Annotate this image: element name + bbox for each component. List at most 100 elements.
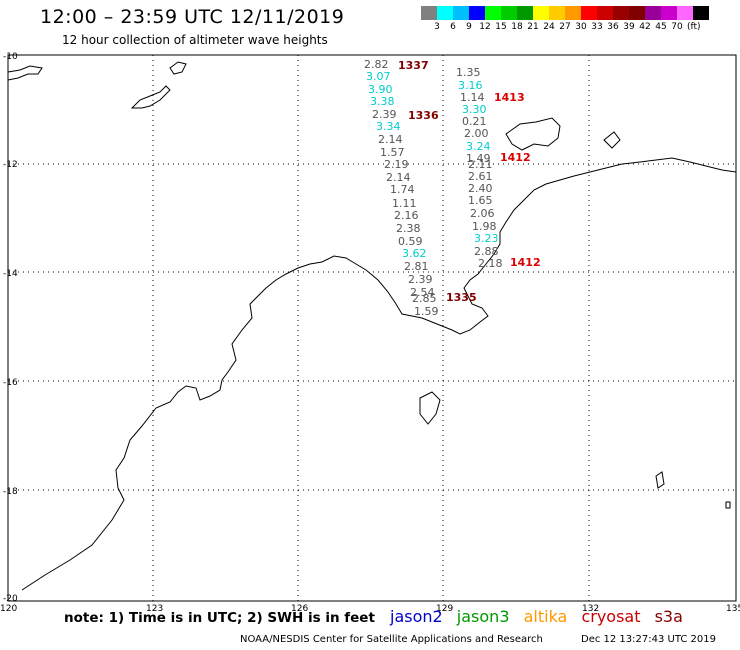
satellite-legend: jason2 jason3 altika cryosat s3a — [390, 607, 692, 626]
footnote: note: 1) Time is in UTC; 2) SWH is in fe… — [64, 610, 375, 626]
colorbar-swatch — [677, 6, 693, 20]
colorbar-label: 33 — [591, 22, 603, 32]
colorbar-label: 70 — [671, 22, 683, 32]
colorbar-label: 45 — [655, 22, 667, 32]
swh-value: 2.18 — [478, 257, 503, 270]
swh-value: 1.65 — [468, 194, 493, 207]
swh-value: 2.85 — [412, 292, 437, 305]
lat-label: -18 — [3, 487, 18, 497]
colorbar-label: 21 — [527, 22, 539, 32]
satellite-s3a: s3a — [654, 607, 683, 626]
colorbar-swatch — [629, 6, 645, 20]
colorbar-swatch — [581, 6, 597, 20]
colorbar-label: 30 — [575, 22, 587, 32]
timor-coast — [7, 65, 43, 81]
pass-time: 1413 — [494, 91, 525, 104]
track-b-values: 1.35 3.16 1.14 3.30 0.21 2.00 3.24 1.49 … — [456, 66, 503, 270]
colorbar-label: 12 — [479, 22, 491, 32]
colorbar-swatch — [693, 6, 709, 20]
colorbar-swatch — [453, 6, 469, 20]
lon-label: 132 — [582, 604, 599, 614]
colorbar-label: 27 — [559, 22, 571, 32]
swh-value: 3.07 — [366, 70, 391, 83]
wave-height-colorbar — [421, 6, 709, 20]
colorbar-labels: 3 6 9 12 15 18 21 24 27 30 33 36 39 42 4… — [421, 22, 700, 32]
colorbar-label: 24 — [543, 22, 555, 32]
track-a-values: 2.82 3.07 3.90 3.38 2.39 3.34 2.14 1.57 … — [364, 58, 439, 318]
lat-label: -12 — [3, 160, 18, 170]
colorbar-swatch — [485, 6, 501, 20]
map-subtitle: 12 hour collection of altimeter wave hei… — [62, 33, 328, 47]
island-coast — [169, 61, 187, 75]
swh-value: 3.34 — [376, 120, 401, 133]
pass-time: 1335 — [446, 291, 477, 304]
colorbar-label: 36 — [607, 22, 619, 32]
swh-value: 2.40 — [468, 182, 493, 195]
swh-value: 2.39 — [372, 108, 397, 121]
swh-value: 2.06 — [470, 207, 495, 220]
swh-value: 1.14 — [460, 91, 485, 104]
swh-value: 1.59 — [414, 305, 439, 318]
pass-time: 1337 — [398, 59, 429, 72]
lon-label: 126 — [291, 604, 308, 614]
swh-value: 1.74 — [390, 183, 415, 196]
latitude-labels: -10 -12 -14 -16 -18 -20 — [3, 52, 18, 604]
colorbar-label: 15 — [495, 22, 507, 32]
graticule — [8, 55, 736, 601]
map-title: 12:00 – 23:59 UTC 12/11/2019 — [40, 6, 345, 28]
island-coast — [725, 501, 731, 509]
satellite-jason2: jason2 — [390, 607, 443, 626]
lon-label: 120 — [0, 604, 17, 614]
colorbar-label: 18 — [511, 22, 523, 32]
swh-value: 3.38 — [370, 95, 395, 108]
lat-label: -14 — [3, 269, 18, 279]
colorbar-swatch — [597, 6, 613, 20]
island-coast — [603, 131, 621, 149]
colorbar-swatch — [437, 6, 453, 20]
swh-value: 1.57 — [380, 146, 405, 159]
island-coast — [130, 85, 171, 109]
swh-value: 1.98 — [472, 220, 497, 233]
swh-value: 2.14 — [378, 133, 403, 146]
colorbar-swatch — [517, 6, 533, 20]
colorbar-swatch — [645, 6, 661, 20]
swh-value: 2.00 — [464, 127, 489, 140]
swh-value: 2.88 — [474, 245, 499, 258]
colorbar-label: 42 — [639, 22, 651, 32]
credit-line: NOAA/NESDIS Center for Satellite Applica… — [240, 634, 543, 645]
colorbar-label: 9 — [466, 22, 472, 32]
swh-value: 3.23 — [474, 232, 499, 245]
swh-value: 2.11 — [468, 158, 493, 171]
swh-value: 1.35 — [456, 66, 481, 79]
australia-coast — [21, 157, 737, 591]
swh-value: 2.19 — [384, 158, 409, 171]
island-coast — [419, 391, 441, 425]
lat-label: -16 — [3, 378, 18, 388]
map-frame — [7, 54, 737, 602]
swh-value: 3.90 — [368, 83, 393, 96]
lon-label: 135 — [726, 604, 740, 614]
pass-time: 1412 — [510, 256, 541, 269]
island-coast — [655, 471, 665, 489]
generation-timestamp: Dec 12 13:27:43 UTC 2019 — [581, 634, 716, 645]
colorbar-swatch — [565, 6, 581, 20]
swh-value: 2.16 — [394, 209, 419, 222]
pass-time: 1412 — [500, 151, 531, 164]
colorbar-swatch — [661, 6, 677, 20]
lat-label: -10 — [3, 52, 18, 62]
satellite-altika: altika — [523, 607, 568, 626]
lat-label: -20 — [3, 594, 18, 604]
swh-value: 2.82 — [364, 58, 389, 71]
pass-time-labels: 1337 1336 1335 1413 1412 1412 — [398, 59, 541, 304]
melville-island-coast — [505, 117, 561, 151]
colorbar-swatch — [549, 6, 565, 20]
colorbar-swatch — [533, 6, 549, 20]
swh-value: 1.11 — [392, 197, 417, 210]
colorbar-label: 3 — [434, 22, 440, 32]
swh-value: 2.54 — [410, 286, 435, 299]
swh-value: 2.61 — [468, 170, 493, 183]
coastline — [7, 61, 737, 591]
swh-value: 0.21 — [462, 115, 487, 128]
swh-value: 0.59 — [398, 235, 423, 248]
